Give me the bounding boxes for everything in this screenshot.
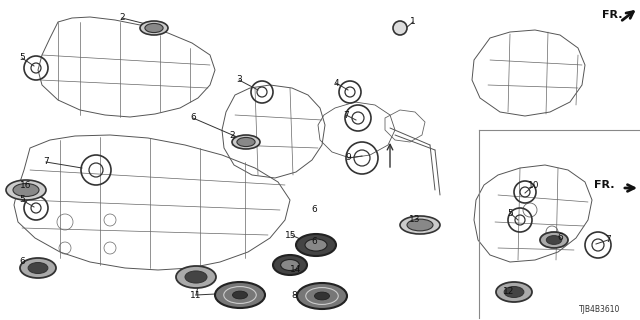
Text: FR.: FR. [602,10,623,20]
Text: 6: 6 [311,237,317,246]
Ellipse shape [13,183,39,196]
Text: 3: 3 [236,76,242,84]
Text: 2: 2 [229,131,235,140]
Ellipse shape [6,180,46,200]
Text: 1: 1 [410,18,416,27]
Text: 6: 6 [19,258,25,267]
Ellipse shape [145,23,163,33]
Ellipse shape [140,21,168,35]
Ellipse shape [407,219,433,231]
Ellipse shape [400,216,440,234]
Text: 2: 2 [119,13,125,22]
Text: 14: 14 [291,266,301,275]
Text: 5: 5 [507,209,513,218]
Text: 8: 8 [291,291,297,300]
Ellipse shape [547,236,562,244]
Text: TJB4B3610: TJB4B3610 [579,306,621,315]
Ellipse shape [20,258,56,278]
Text: 12: 12 [503,287,515,297]
Ellipse shape [273,255,307,275]
Text: 6: 6 [557,233,563,242]
Ellipse shape [305,239,327,251]
Ellipse shape [281,260,300,270]
Ellipse shape [215,282,265,308]
Circle shape [393,21,407,35]
Text: 16: 16 [20,180,32,189]
Text: 4: 4 [333,78,339,87]
Text: 11: 11 [190,291,202,300]
Text: 7: 7 [43,157,49,166]
Ellipse shape [232,135,260,149]
Text: 5: 5 [19,53,25,62]
Text: 7: 7 [605,236,611,244]
Text: 7: 7 [343,110,349,119]
Ellipse shape [540,232,568,248]
Ellipse shape [28,262,48,274]
Text: 5: 5 [19,196,25,204]
Text: 15: 15 [285,230,297,239]
Text: 9: 9 [345,154,351,163]
Text: 6: 6 [190,114,196,123]
Text: FR.: FR. [594,180,614,190]
Text: 13: 13 [409,215,420,225]
Text: 6: 6 [311,205,317,214]
Ellipse shape [237,138,255,147]
Text: 10: 10 [528,180,540,189]
Ellipse shape [232,291,248,299]
Ellipse shape [496,282,532,302]
Ellipse shape [296,234,336,256]
Ellipse shape [504,286,524,298]
Ellipse shape [297,283,347,309]
Ellipse shape [185,271,207,283]
Ellipse shape [176,266,216,288]
Ellipse shape [314,292,330,300]
